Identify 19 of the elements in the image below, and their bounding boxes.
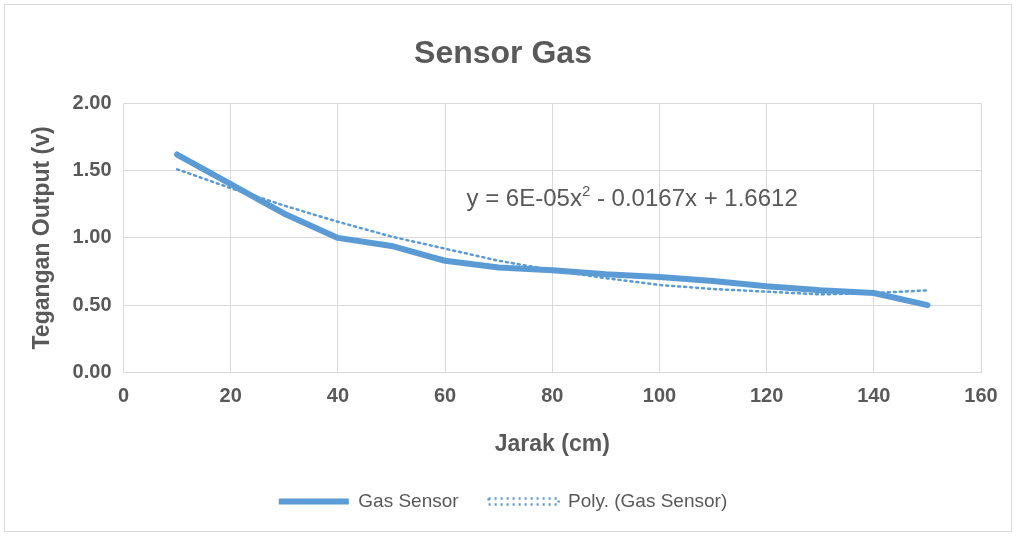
x-axis-title: Jarak (cm) [494,429,610,456]
y-tick-label: 1.00 [72,225,112,248]
y-tick-label: 1.50 [72,158,112,181]
legend-label: Gas Sensor [358,489,460,511]
x-tick-label: 40 [326,383,350,406]
y-tick-label: 2.00 [72,90,112,113]
chart-title: Sensor Gas [414,34,592,71]
x-tick-label: 60 [433,383,457,406]
x-tick-label: 100 [642,383,677,406]
y-axis-title: Tegangan Output (v) [28,126,55,350]
y-tick-label: 0.00 [72,359,112,382]
y-tick-label: 0.50 [72,292,112,315]
legend-label: Poly. (Gas Sensor) [568,489,728,511]
x-tick-label: 140 [857,383,891,406]
x-tick-label: 20 [219,383,242,406]
x-tick-label: 0 [117,383,130,406]
x-tick-label: 120 [749,383,784,406]
x-tick-label: 160 [964,383,998,406]
x-tick-label: 80 [541,383,564,406]
